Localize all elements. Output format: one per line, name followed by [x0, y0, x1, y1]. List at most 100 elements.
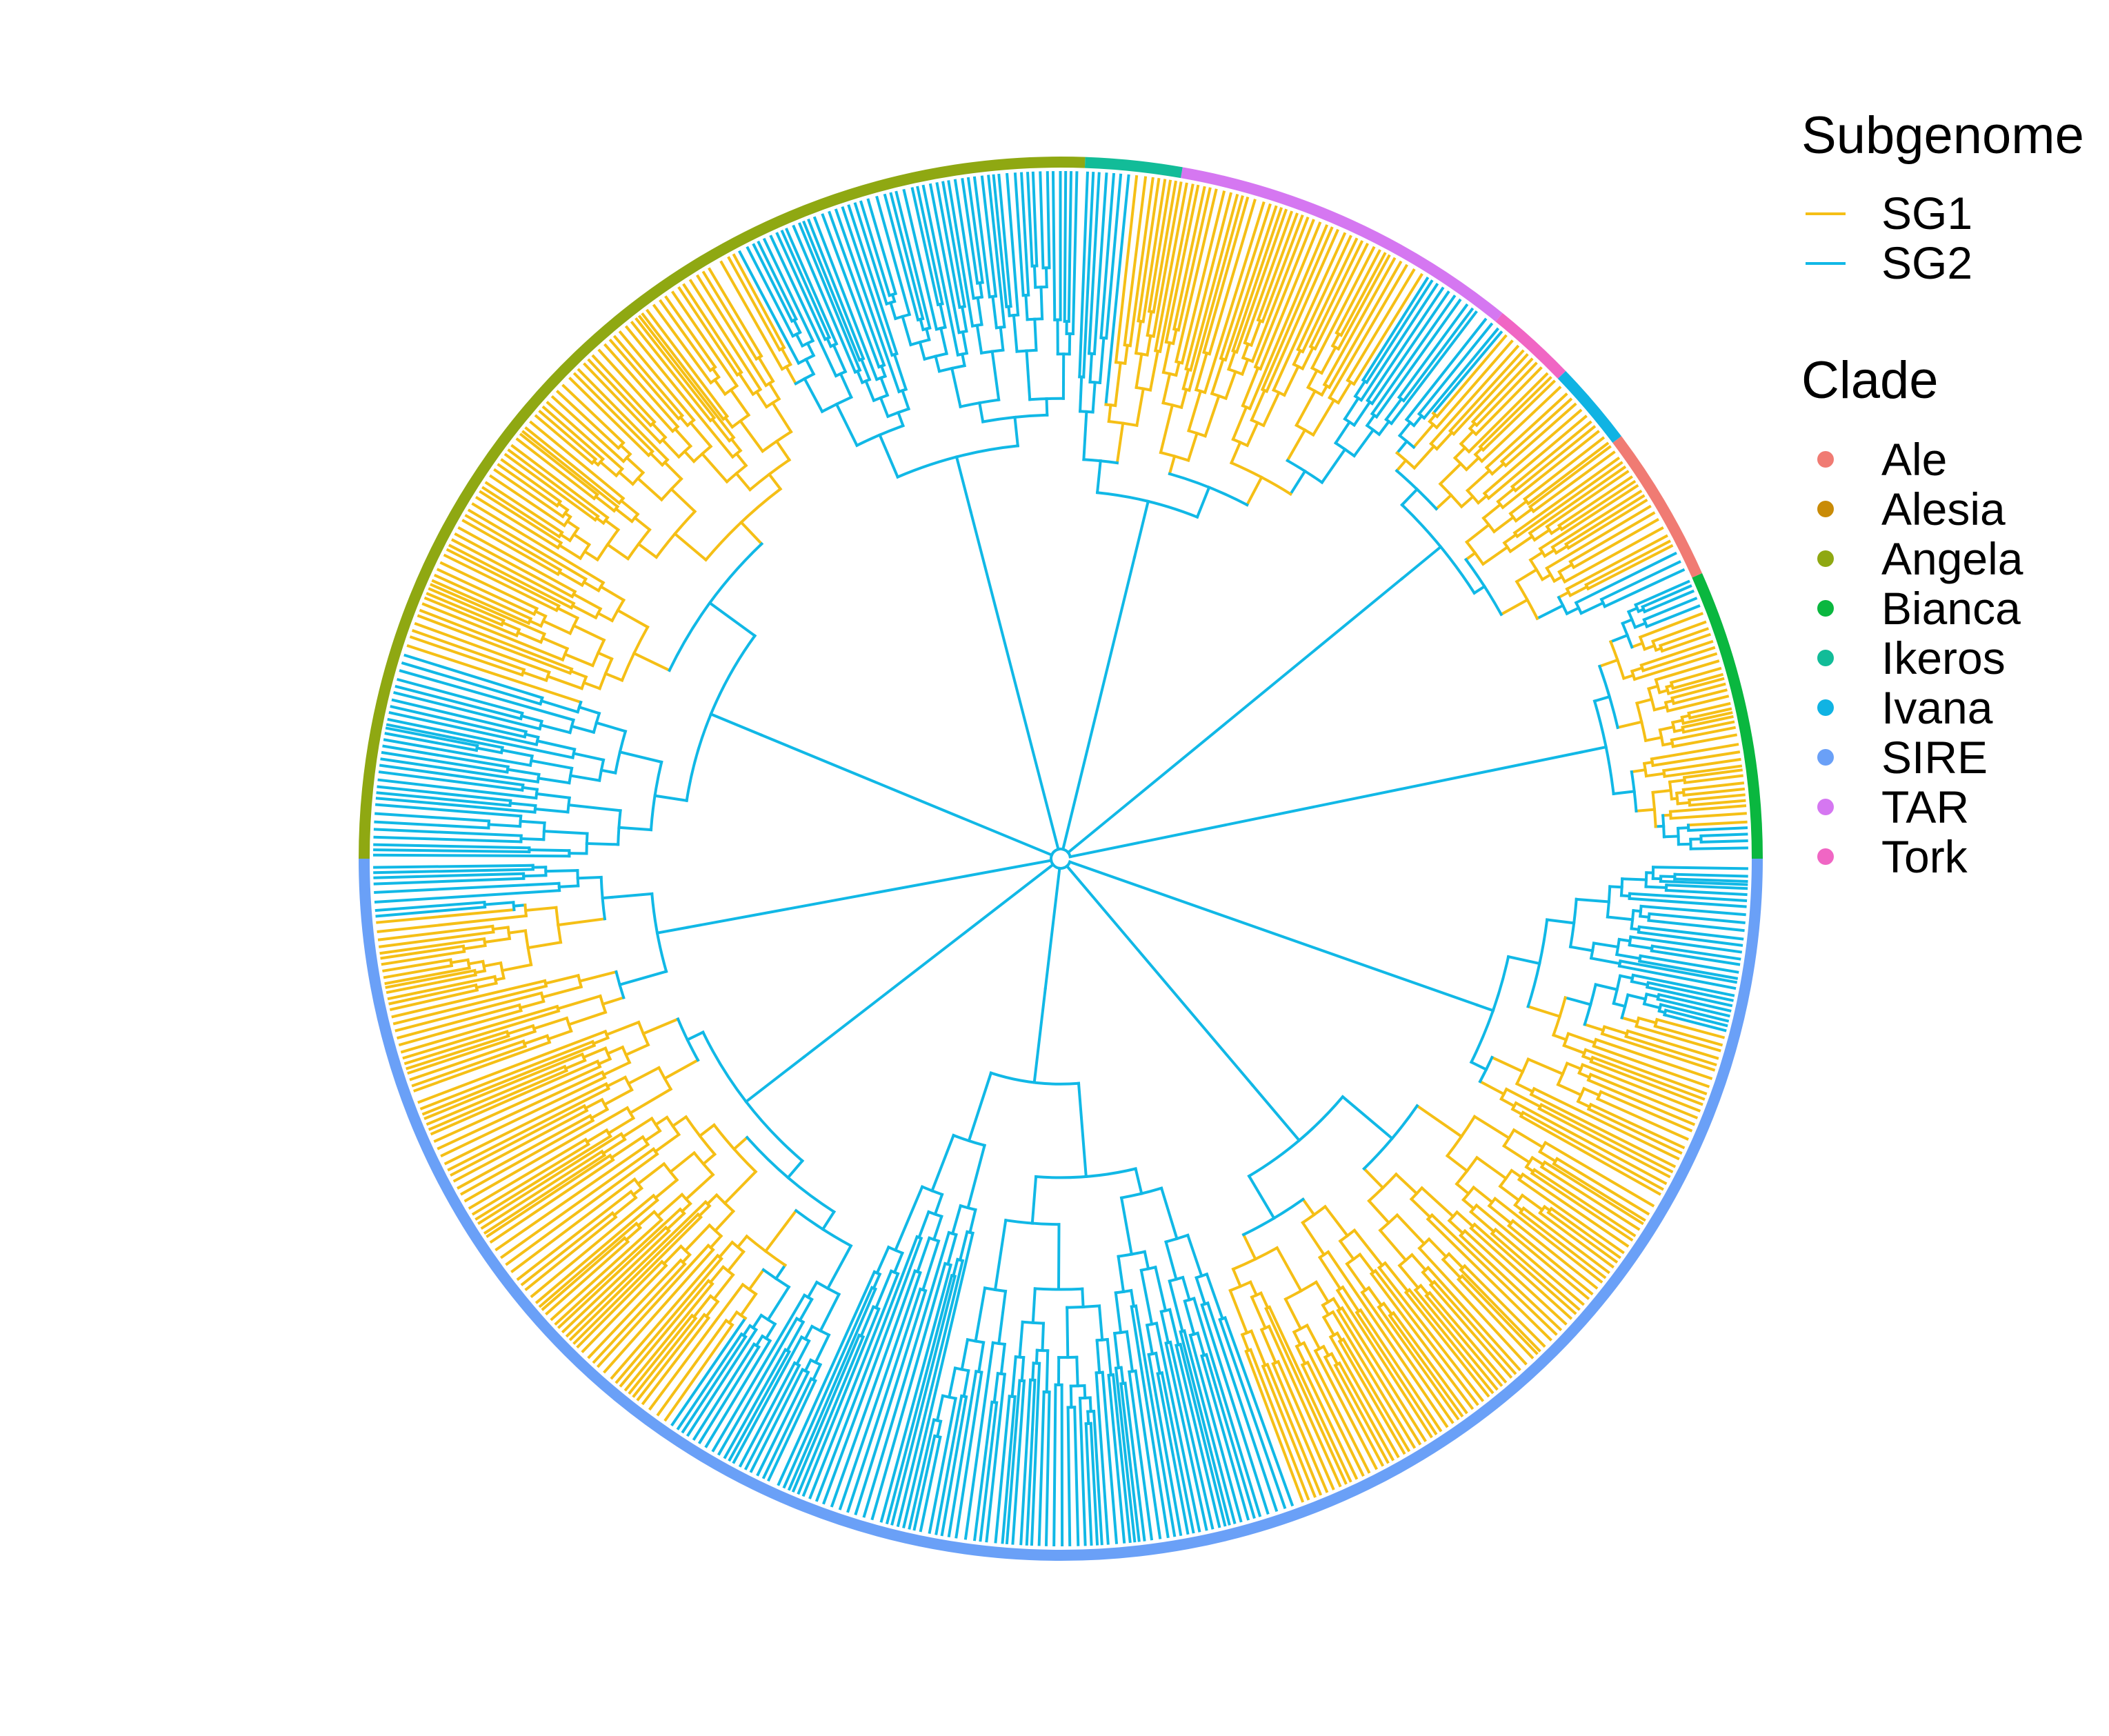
tree-branch	[794, 1339, 811, 1366]
tree-branch	[1360, 1290, 1455, 1424]
tree-branch	[565, 1199, 708, 1338]
tree-branch	[751, 1313, 763, 1330]
tree-branch	[373, 843, 531, 850]
tree-branch	[403, 1030, 509, 1066]
tree-branch	[767, 472, 783, 491]
tree-branch	[1248, 1280, 1259, 1297]
tree-branch	[543, 973, 580, 986]
tree-branch	[1647, 919, 1745, 932]
tree-branch	[1032, 264, 1037, 289]
tree-branch	[1092, 1409, 1103, 1546]
tree-branch	[1241, 342, 1250, 360]
tree-branch	[1365, 413, 1377, 428]
tree-branch	[1562, 1044, 1586, 1055]
tree-branch	[1366, 286, 1445, 403]
tree-branch	[830, 1269, 917, 1508]
tree-branch	[1101, 1370, 1119, 1544]
tree-branch	[1574, 551, 1677, 605]
tree-branch	[975, 323, 983, 355]
tree-branch	[668, 1150, 697, 1175]
tree-branch	[1502, 532, 1518, 545]
tree-branch	[930, 1133, 956, 1193]
tree-branch	[1261, 390, 1281, 428]
tree-branch	[1401, 307, 1475, 403]
tree-branch	[774, 1263, 788, 1281]
tree-branch	[557, 1225, 668, 1329]
tree-branch	[704, 1299, 720, 1319]
tree-branch	[879, 396, 890, 419]
tree-branch	[1181, 368, 1190, 391]
tree-branch	[1082, 172, 1095, 379]
tree-branch	[1194, 351, 1209, 392]
tree-branch	[759, 732, 1054, 857]
tree-branch	[447, 1086, 610, 1172]
tree-branch	[417, 1029, 608, 1104]
tree-branch	[1461, 1197, 1476, 1211]
tree-branch	[1271, 1361, 1329, 1493]
tree-branch	[825, 336, 833, 348]
tree-branch	[641, 1316, 711, 1406]
tree-branch	[870, 1261, 947, 1521]
tree-branch	[397, 1003, 521, 1040]
tree-branch	[1426, 1217, 1552, 1341]
tree-branch	[1672, 728, 1685, 733]
tree-branch	[902, 188, 939, 331]
tree-branch	[617, 470, 635, 486]
tree-branch	[1159, 403, 1175, 455]
tree-branch	[463, 1106, 630, 1203]
tree-branch	[624, 1226, 643, 1242]
tree-branch	[1538, 1210, 1615, 1269]
tree-branch	[383, 738, 532, 768]
legend-label-sg1: SG1	[1881, 188, 1972, 239]
tree-branch	[1187, 195, 1244, 392]
tree-branch	[807, 218, 866, 361]
tree-branch	[382, 744, 510, 769]
tree-branch	[940, 1395, 968, 1537]
tree-branch	[978, 281, 984, 299]
tree-branch	[754, 1334, 765, 1348]
tree-branch	[606, 1045, 625, 1056]
tree-branch	[374, 803, 523, 818]
tree-branch	[1134, 1167, 1143, 1196]
tree-branch	[892, 1251, 905, 1275]
tree-branch	[1397, 420, 1412, 438]
tree-branch	[960, 352, 966, 368]
tree-branch	[407, 1029, 537, 1075]
tree-branch	[713, 1209, 736, 1233]
tree-branch	[1019, 1378, 1032, 1546]
tree-branch	[1383, 1261, 1410, 1293]
tree-branch	[572, 532, 592, 547]
tree-branch	[834, 402, 859, 448]
tree-branch	[500, 1147, 656, 1259]
tree-branch	[839, 372, 853, 399]
tree-branch	[596, 1243, 710, 1368]
tree-branch	[377, 785, 512, 803]
tree-branch	[1518, 1210, 1607, 1279]
tree-branch	[401, 661, 543, 706]
tree-branch	[1464, 455, 1481, 472]
tree-branch	[902, 1231, 974, 1529]
tree-branch	[1066, 1306, 1070, 1359]
tree-branch	[1565, 1061, 1583, 1071]
tree-branch	[757, 355, 775, 383]
tree-branch	[1600, 1032, 1716, 1072]
tree-branch	[1592, 1044, 1710, 1088]
tree-branch	[1123, 343, 1130, 366]
tree-branch	[606, 542, 630, 561]
tree-branch	[606, 1116, 636, 1135]
tree-branch	[1641, 584, 1692, 609]
tree-branch	[383, 964, 454, 979]
tree-branch	[1650, 944, 1741, 961]
tree-branch	[1555, 1157, 1650, 1216]
tree-branch	[997, 173, 1012, 308]
tree-branch	[1369, 1272, 1475, 1410]
tree-branch	[628, 1313, 694, 1395]
tree-branch	[1629, 935, 1743, 954]
tree-branch	[1071, 171, 1079, 336]
tree-branch	[1575, 897, 1611, 904]
tree-branch	[570, 603, 598, 620]
tree-branch	[516, 630, 543, 644]
tree-branch	[380, 944, 466, 960]
tree-branch	[632, 651, 672, 672]
legend-label-sg2: SG2	[1881, 237, 1972, 288]
